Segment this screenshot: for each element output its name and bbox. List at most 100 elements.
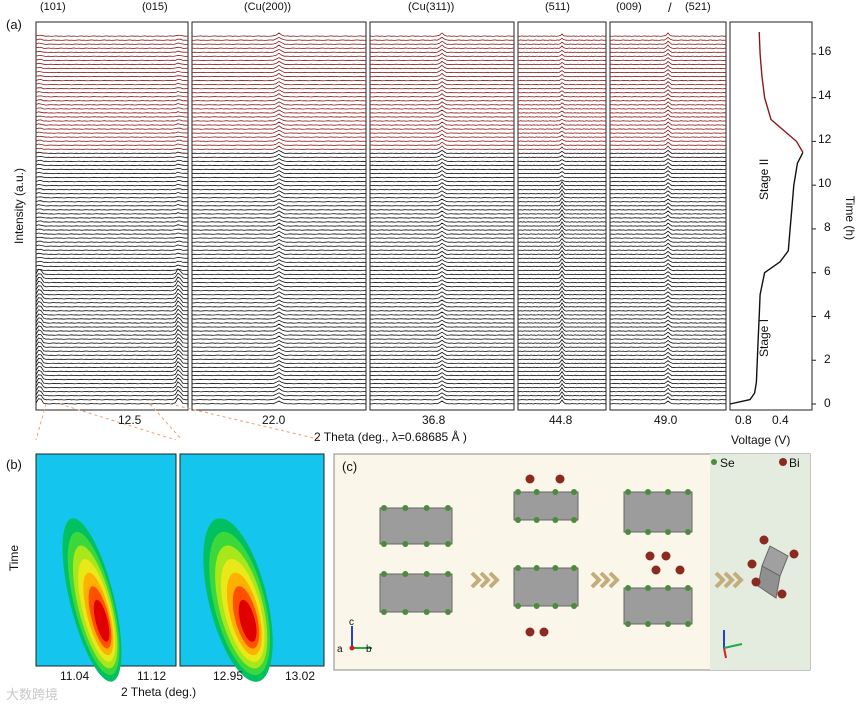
- tick-13.02: 13.02: [285, 669, 316, 683]
- xrd-scan-line: [517, 241, 607, 247]
- xrd-scan-line: [35, 67, 189, 70]
- xrd-scan-line: [35, 58, 189, 62]
- voltage-tick-0.4: 0.4: [772, 413, 789, 427]
- xtick-49.0: 49.0: [654, 413, 678, 427]
- xrd-scan-line: [517, 41, 607, 45]
- xrd-scan-line: [609, 226, 727, 231]
- xrd-scan-line: [517, 78, 607, 82]
- xrd-scan-line: [609, 69, 727, 74]
- time-tick-4: 4: [824, 308, 831, 322]
- guide-line: [169, 403, 323, 440]
- xrd-scan-line: [369, 52, 515, 58]
- xrd-scan-line: [369, 238, 515, 243]
- xrd-scan-line: [35, 62, 189, 66]
- xrd-scan-line: [517, 98, 607, 102]
- xrd-scan-line: [369, 161, 515, 167]
- time-tick-12: 12: [818, 132, 832, 146]
- xrd-scan-line: [517, 237, 607, 243]
- bi-atom: [777, 589, 787, 599]
- se-atom: [515, 603, 521, 609]
- xrd-scan-line: [517, 354, 607, 361]
- xrd-scan-line: [609, 283, 727, 288]
- legend-se-label: Se: [720, 456, 735, 470]
- xrd-scan-line: [369, 230, 515, 235]
- xrd-scan-line: [609, 60, 727, 66]
- bi-atom: [539, 627, 549, 637]
- xrd-scan-line: [35, 257, 189, 260]
- xrd-scan-line: [369, 113, 515, 118]
- xrd-scan-line: [517, 134, 607, 138]
- xrd-scan-line: [35, 252, 189, 255]
- xrd-scan-line: [369, 396, 515, 401]
- xrd-scan-line: [35, 397, 189, 405]
- panel-c-label: (c): [342, 459, 358, 474]
- xrd-scan-line: [35, 377, 189, 385]
- se-atom: [552, 603, 559, 609]
- xrd-scan-line: [35, 308, 189, 316]
- xrd-scan-line: [369, 121, 515, 126]
- xrd-scan-line: [609, 387, 727, 393]
- xrd-scan-line: [517, 90, 607, 94]
- xrd-scan-line: [609, 375, 727, 381]
- xrd-scan-line: [369, 84, 515, 90]
- xrd-scan-line: [35, 38, 189, 41]
- xrd-scan-line: [35, 171, 189, 175]
- se-atom: [552, 565, 559, 571]
- xrd-scan-line: [517, 114, 607, 118]
- se-atom: [645, 489, 651, 495]
- time-axis-label: Time (h): [843, 195, 857, 241]
- xtick-44.8: 44.8: [549, 413, 573, 427]
- xrd-scan-line: [609, 210, 727, 215]
- xrd-scan-line: [517, 53, 607, 58]
- peak-label-009: (009): [616, 1, 642, 13]
- xrd-scan-line: [369, 133, 515, 138]
- xrd-scan-line: [369, 286, 515, 292]
- xrd-scan-line: [517, 174, 607, 179]
- xrd-scan-line: [369, 165, 515, 171]
- bi-atom: [789, 549, 799, 559]
- xrd-scan-line: [35, 220, 189, 223]
- xrd-scan-line: [35, 111, 189, 114]
- xrd-scan-line: [609, 259, 727, 264]
- xrd-scan-line: [191, 246, 367, 251]
- xrd-scan-line: [517, 305, 607, 312]
- xrd-scan-line: [369, 226, 515, 231]
- xrd-scan-line: [609, 32, 727, 37]
- legend-se-dot: [711, 459, 717, 465]
- xrd-scan-line: [35, 91, 189, 94]
- legend-bi-dot: [779, 458, 787, 466]
- xrd-scan-line: [191, 238, 367, 243]
- se-atom: [625, 489, 631, 495]
- xrd-scan-line: [35, 328, 189, 336]
- xrd-scan-line: [609, 161, 727, 167]
- xrd-scan-line: [35, 284, 189, 292]
- xrd-scan-line: [191, 77, 367, 82]
- xrd-scan-line: [517, 192, 607, 199]
- xrd-waterfall: [35, 21, 816, 440]
- xrd-scan-line: [517, 330, 607, 336]
- se-atom: [402, 571, 409, 577]
- xrd-scan-line: [35, 70, 189, 74]
- xrd-scan-line: [517, 180, 607, 187]
- xrd-scan-line: [191, 125, 367, 130]
- xrd-scan-line: [191, 170, 367, 175]
- xrd-scan-line: [35, 147, 189, 150]
- xrd-scan-line: [191, 315, 367, 320]
- xrd-scan-line: [369, 97, 515, 102]
- xrd-scan-line: [191, 335, 367, 340]
- voltage-panel-frame: [729, 21, 813, 411]
- tick-11.04: 11.04: [60, 669, 90, 683]
- xrd-scan-line: [517, 209, 607, 215]
- xrd-scan-line: [35, 103, 189, 106]
- xrd-scan-line: [609, 234, 727, 239]
- xrd-scan-line: [609, 52, 727, 58]
- xrd-scan-line: [369, 36, 515, 41]
- xrd-scan-line: [369, 259, 515, 264]
- axis-b-arrow-2: [723, 643, 743, 649]
- xrd-scan-line: [35, 163, 189, 167]
- xrd-scan-line: [191, 380, 367, 385]
- xrd-scan-line: [369, 319, 515, 324]
- se-atom: [533, 517, 540, 523]
- xrd-scan-line: [191, 266, 367, 272]
- peak-label-101: (101): [40, 1, 66, 13]
